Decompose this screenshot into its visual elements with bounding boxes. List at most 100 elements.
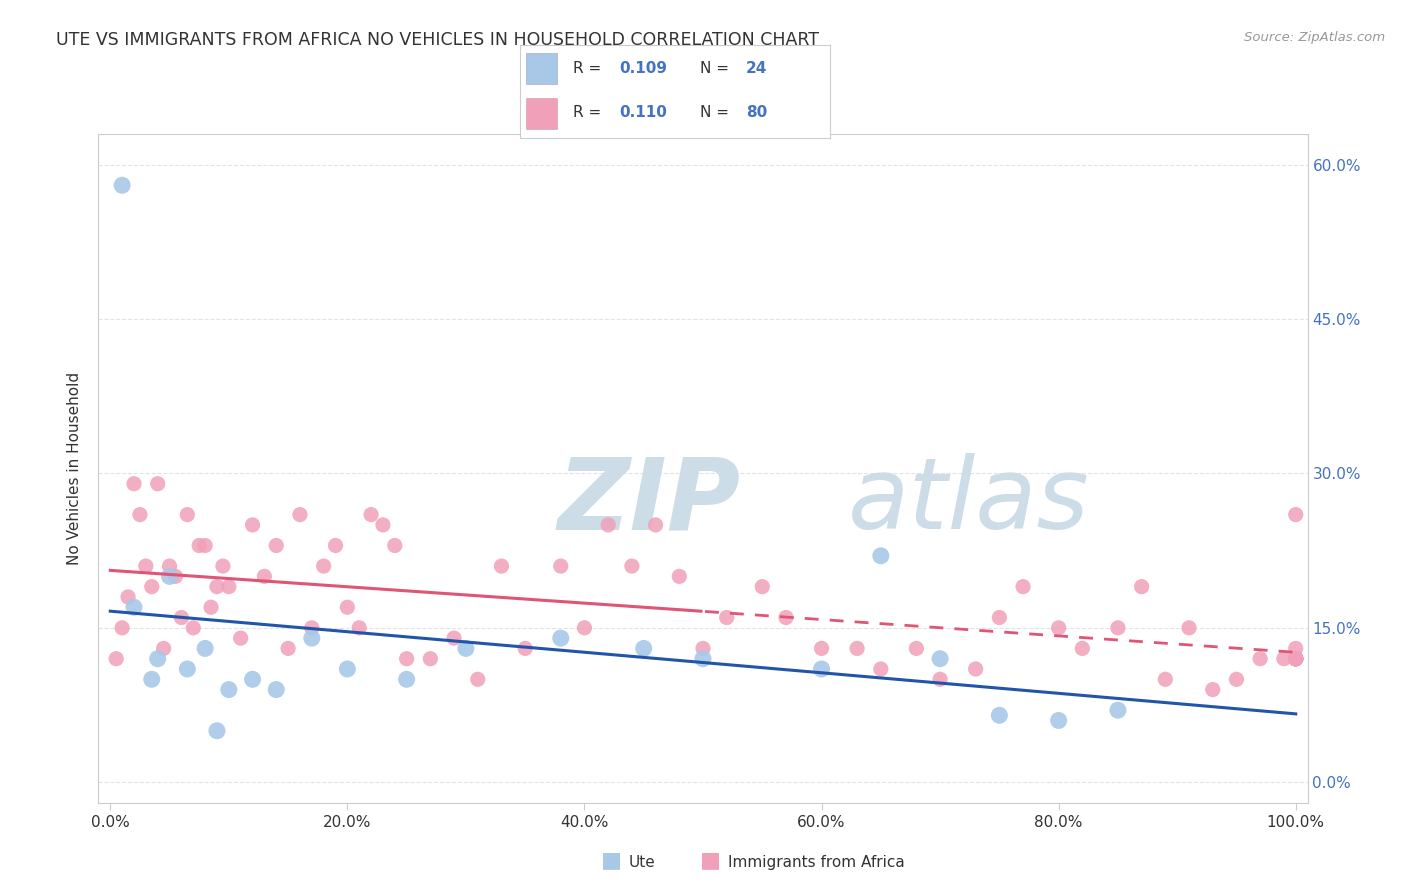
Point	[264, 539, 287, 553]
Point	[1285, 651, 1308, 665]
Point	[253, 569, 276, 583]
Point	[454, 641, 477, 656]
Point	[965, 662, 987, 676]
Point	[1285, 651, 1308, 665]
Point	[181, 621, 204, 635]
Point	[371, 517, 394, 532]
Point	[598, 517, 620, 532]
Point	[360, 508, 382, 522]
Point	[810, 641, 832, 656]
Point	[1285, 651, 1308, 665]
Point	[929, 673, 952, 687]
Point	[1047, 621, 1070, 635]
Text: N =: N =	[700, 105, 734, 120]
Point	[146, 476, 169, 491]
Point	[1202, 682, 1225, 697]
Point	[395, 651, 418, 665]
Point	[846, 641, 869, 656]
Point	[288, 508, 311, 522]
Point	[1178, 621, 1201, 635]
Text: R =: R =	[572, 105, 606, 120]
Point	[1107, 703, 1129, 717]
Point	[205, 723, 228, 738]
Point	[205, 580, 228, 594]
Point	[176, 662, 198, 676]
Point	[988, 610, 1011, 624]
Text: ■: ■	[602, 850, 621, 870]
Point	[1285, 508, 1308, 522]
Point	[869, 662, 891, 676]
Point	[810, 662, 832, 676]
Point	[775, 610, 797, 624]
Point	[419, 651, 441, 665]
Point	[668, 569, 690, 583]
Point	[347, 621, 370, 635]
Point	[1285, 651, 1308, 665]
Text: 80: 80	[747, 105, 768, 120]
Point	[105, 651, 128, 665]
Text: 24: 24	[747, 61, 768, 76]
Point	[159, 569, 181, 583]
Point	[301, 631, 323, 645]
Point	[1225, 673, 1247, 687]
Point	[218, 580, 240, 594]
Point	[264, 682, 287, 697]
Point	[869, 549, 891, 563]
Text: 0.109: 0.109	[619, 61, 668, 76]
Point	[111, 178, 134, 193]
Point	[1012, 580, 1035, 594]
Point	[336, 662, 359, 676]
Point	[146, 651, 169, 665]
Point	[218, 682, 240, 697]
Point	[443, 631, 465, 645]
Point	[395, 673, 418, 687]
Point	[229, 631, 252, 645]
Point	[194, 539, 217, 553]
Point	[692, 641, 714, 656]
Point	[1272, 651, 1295, 665]
Point	[1285, 651, 1308, 665]
Point	[515, 641, 537, 656]
Point	[277, 641, 299, 656]
Point	[242, 517, 264, 532]
Point	[550, 559, 572, 574]
Point	[122, 600, 145, 615]
Bar	[526, 53, 557, 84]
Point	[117, 590, 139, 604]
Point	[312, 559, 335, 574]
Point	[692, 651, 714, 665]
Text: Source: ZipAtlas.com: Source: ZipAtlas.com	[1244, 31, 1385, 45]
Text: N =: N =	[700, 61, 734, 76]
Point	[1285, 641, 1308, 656]
Point	[1047, 714, 1070, 728]
Point	[141, 673, 163, 687]
Text: ZIP: ZIP	[558, 453, 741, 550]
Text: UTE VS IMMIGRANTS FROM AFRICA NO VEHICLES IN HOUSEHOLD CORRELATION CHART: UTE VS IMMIGRANTS FROM AFRICA NO VEHICLE…	[56, 31, 820, 49]
Text: atlas: atlas	[848, 453, 1090, 550]
Bar	[526, 98, 557, 129]
Point	[165, 569, 187, 583]
Text: 0.110: 0.110	[619, 105, 666, 120]
Point	[170, 610, 193, 624]
Point	[491, 559, 513, 574]
Point	[111, 621, 134, 635]
Text: R =: R =	[572, 61, 606, 76]
Point	[929, 651, 952, 665]
Point	[141, 580, 163, 594]
Point	[633, 641, 655, 656]
Point	[1107, 621, 1129, 635]
Point	[1285, 651, 1308, 665]
Point	[1154, 673, 1177, 687]
Point	[467, 673, 489, 687]
Point	[620, 559, 643, 574]
Text: Ute: Ute	[628, 855, 655, 870]
Point	[301, 621, 323, 635]
Point	[1249, 651, 1271, 665]
Point	[574, 621, 596, 635]
Text: Immigrants from Africa: Immigrants from Africa	[728, 855, 905, 870]
Point	[716, 610, 738, 624]
Point	[159, 559, 181, 574]
Point	[1130, 580, 1153, 594]
Point	[905, 641, 928, 656]
Point	[129, 508, 152, 522]
